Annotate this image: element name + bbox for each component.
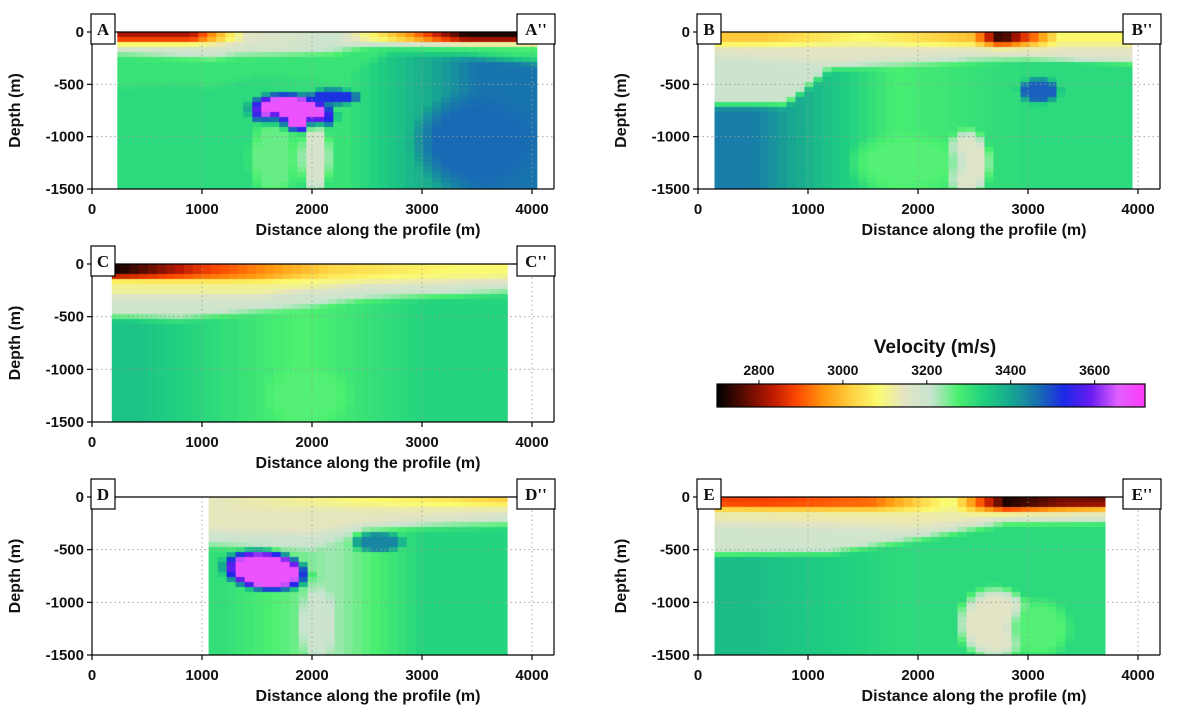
y-tick-label: -1000 <box>46 361 84 378</box>
profile-start-tag <box>90 13 116 45</box>
x-axis-label: Distance along the profile (m) <box>862 222 1087 239</box>
profile-end-label: C'' <box>525 252 547 271</box>
x-axis-label: Distance along the profile (m) <box>256 222 481 239</box>
x-tick-label: 3000 <box>405 434 438 451</box>
y-tick-label: 0 <box>76 256 84 273</box>
x-tick-label: 2000 <box>295 201 328 218</box>
profile-start-tag <box>696 478 722 510</box>
profile-end-label: D'' <box>525 485 547 504</box>
colorbar-tick-label: 3000 <box>827 362 858 378</box>
velocity-heatmap-D <box>208 497 508 655</box>
velocity-colorbar: Velocity (m/s) 2800 3000 3200 3400 3600 <box>716 337 1146 408</box>
y-tick-label: -500 <box>660 76 690 93</box>
colorbar-tick-label: 2800 <box>743 362 774 378</box>
x-tick-label: 1000 <box>791 201 824 218</box>
x-tick-label: 4000 <box>515 667 548 684</box>
panel-D: 0 1000 2000 3000 4000 0 -500 -1000 -1500 Distance… <box>7 478 556 705</box>
x-tick-label: 4000 <box>515 201 548 218</box>
velocity-heatmap-A <box>117 32 538 189</box>
colorbar-tick-label: 3400 <box>995 362 1026 378</box>
profile-end-label: A'' <box>525 20 547 39</box>
profile-end-tag <box>516 478 556 510</box>
x-tick-label: 3000 <box>405 201 438 218</box>
y-tick-label: -1500 <box>46 414 84 431</box>
x-tick-label: 2000 <box>295 434 328 451</box>
y-axis-label: Depth (m) <box>7 73 24 148</box>
y-tick-label: -500 <box>54 76 84 93</box>
y-tick-label: -1000 <box>46 129 84 146</box>
profile-end-tag <box>516 13 556 45</box>
x-tick-label: 1000 <box>791 667 824 684</box>
x-tick-label: 2000 <box>295 667 328 684</box>
x-tick-label: 4000 <box>1121 667 1154 684</box>
profile-end-tag <box>1122 478 1162 510</box>
profile-start-tag <box>90 478 116 510</box>
x-tick-label: 0 <box>694 667 702 684</box>
x-tick-label: 0 <box>694 201 702 218</box>
panel-B: 0 1000 2000 3000 4000 0 -500 -1000 -1500 Distance… <box>613 13 1162 239</box>
panel-E: 0 1000 2000 3000 4000 0 -500 -1000 -1500 Distance… <box>613 478 1162 705</box>
profile-start-tag <box>696 13 722 45</box>
y-tick-label: 0 <box>682 489 690 506</box>
y-axis-label: Depth (m) <box>7 306 24 381</box>
profile-start-label: E <box>703 485 714 504</box>
profile-start-tag <box>90 245 116 277</box>
x-tick-label: 4000 <box>515 434 548 451</box>
y-tick-label: -1000 <box>46 594 84 611</box>
profile-end-label: B'' <box>1132 20 1153 39</box>
profile-end-tag <box>1122 13 1162 45</box>
x-axis-label: Distance along the profile (m) <box>256 688 481 705</box>
colorbar-tick-label: 3200 <box>911 362 942 378</box>
panel-A: 0 1000 2000 3000 4000 0 -500 -1000 -1500 Distance… <box>7 13 556 239</box>
x-tick-label: 4000 <box>1121 201 1154 218</box>
x-axis-label: Distance along the profile (m) <box>256 455 481 472</box>
x-tick-label: 3000 <box>405 667 438 684</box>
x-tick-label: 3000 <box>1011 667 1044 684</box>
y-tick-label: -1500 <box>652 647 690 664</box>
x-axis-label: Distance along the profile (m) <box>862 688 1087 705</box>
velocity-heatmap-B <box>714 32 1133 189</box>
x-tick-label: 0 <box>88 434 96 451</box>
velocity-heatmap-E <box>714 497 1106 655</box>
profile-start-label: A <box>97 20 110 39</box>
profile-start-label: B <box>703 20 714 39</box>
panel-C: 0 1000 2000 3000 4000 0 -500 -1000 -1500 Distance… <box>7 245 556 472</box>
y-axis-label: Depth (m) <box>7 539 24 614</box>
x-tick-label: 0 <box>88 201 96 218</box>
profile-start-label: D <box>97 485 109 504</box>
x-tick-label: 2000 <box>901 667 934 684</box>
colorbar-frame <box>716 383 1146 408</box>
x-tick-label: 3000 <box>1011 201 1044 218</box>
y-tick-label: -1000 <box>652 129 690 146</box>
y-tick-label: 0 <box>76 24 84 41</box>
colorbar-tick-label: 3600 <box>1079 362 1110 378</box>
profile-end-tag <box>516 245 556 277</box>
x-tick-label: 0 <box>88 667 96 684</box>
x-tick-label: 2000 <box>901 201 934 218</box>
colorbar-gradient <box>717 384 1145 407</box>
x-tick-label: 1000 <box>185 667 218 684</box>
y-axis-label: Depth (m) <box>613 539 630 614</box>
profile-end-label: E'' <box>1132 485 1153 504</box>
y-tick-label: -500 <box>54 309 84 326</box>
y-tick-label: -1500 <box>46 181 84 198</box>
velocity-heatmap-C <box>111 264 508 422</box>
profile-start-label: C <box>97 252 109 271</box>
y-tick-label: -1000 <box>652 594 690 611</box>
y-tick-label: -1500 <box>652 181 690 198</box>
y-tick-label: -500 <box>54 542 84 559</box>
x-tick-label: 1000 <box>185 434 218 451</box>
colorbar-title: Velocity (m/s) <box>874 337 997 358</box>
y-tick-label: 0 <box>682 24 690 41</box>
x-tick-label: 1000 <box>185 201 218 218</box>
y-tick-label: -1500 <box>46 647 84 664</box>
y-tick-label: -500 <box>660 542 690 559</box>
y-axis-label: Depth (m) <box>613 73 630 148</box>
y-tick-label: 0 <box>76 489 84 506</box>
